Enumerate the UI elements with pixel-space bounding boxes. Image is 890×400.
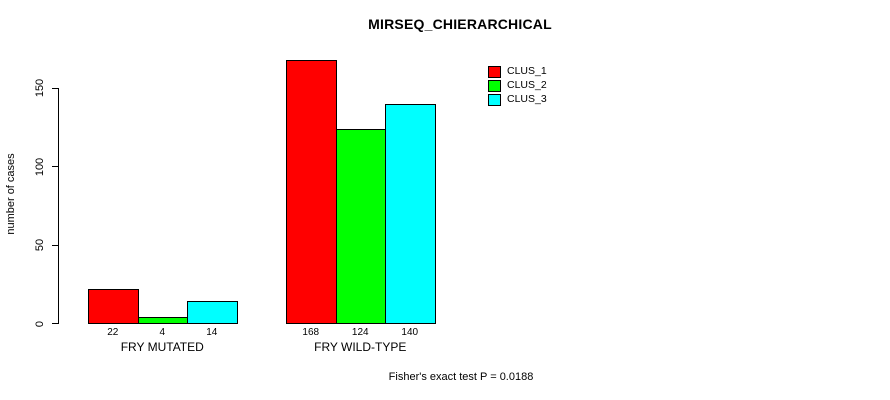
bar-value-label-clus-1-fry-wild-type: 168: [302, 327, 320, 338]
y-axis-tick-label: 150: [34, 79, 46, 98]
fisher-test-footnote: Fisher's exact test P = 0.0188: [388, 371, 534, 383]
y-axis-label: number of cases: [5, 153, 17, 235]
bar-clus-1-fry-wild-type: [286, 60, 337, 324]
bar-value-label-clus-2-fry-wild-type: 124: [351, 327, 369, 338]
bar-clus-3-fry-wild-type: [385, 104, 436, 324]
bar-clus-3-fry-mutated: [187, 301, 238, 324]
legend-label-clus-3: CLUS_3: [507, 93, 547, 106]
bar-clus-2-fry-wild-type: [335, 129, 386, 324]
y-axis-tick: [52, 323, 59, 324]
legend-swatch-icon-clus-1: [488, 66, 501, 78]
y-axis-tick: [52, 166, 59, 168]
legend-swatch-icon-clus-2: [488, 80, 501, 93]
legend-swatch-icon-clus-3: [488, 94, 501, 107]
legend-label-clus-2: CLUS_2: [507, 79, 547, 92]
legend-label-clus-1: CLUS_1: [507, 65, 547, 77]
chart-title: MIRSEQ_CHIERARCHICAL: [368, 16, 552, 32]
y-axis-tick: [52, 244, 59, 246]
bar-value-label-clus-3-fry-wild-type: 140: [401, 327, 419, 338]
bar-value-label-clus-1-fry-mutated: 22: [107, 327, 119, 338]
y-axis-tick-label: 0: [34, 320, 46, 327]
y-axis-line: [58, 87, 59, 324]
y-axis-tick-label: 100: [34, 157, 46, 176]
bar-value-label-clus-3-fry-mutated: 14: [206, 327, 218, 338]
y-axis-tick: [52, 87, 59, 89]
group-label-fry-mutated: FRY MUTATED: [120, 340, 204, 354]
bar-clus-1-fry-mutated: [88, 289, 139, 324]
bar-clus-2-fry-mutated: [137, 317, 188, 324]
group-label-fry-wild-type: FRY WILD-TYPE: [314, 340, 407, 354]
bar-value-label-clus-2-fry-mutated: 4: [159, 327, 166, 338]
y-axis-tick-label: 50: [34, 239, 46, 252]
